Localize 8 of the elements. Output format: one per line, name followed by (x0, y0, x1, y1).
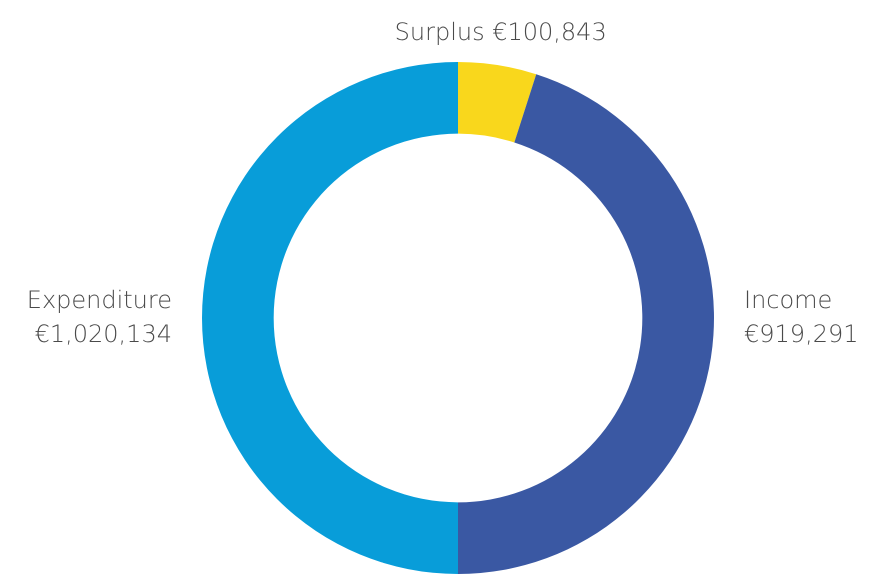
donut-slice (202, 62, 458, 574)
slice-label: Surplus €100,843 (394, 18, 607, 46)
data-label: €1,020,134 (34, 320, 172, 348)
donut-slice (458, 74, 714, 574)
slice-label: Income (744, 286, 832, 314)
data-label: €919,291 (744, 320, 859, 348)
donut-slice (458, 62, 536, 142)
slice-label: Expenditure (26, 286, 172, 314)
